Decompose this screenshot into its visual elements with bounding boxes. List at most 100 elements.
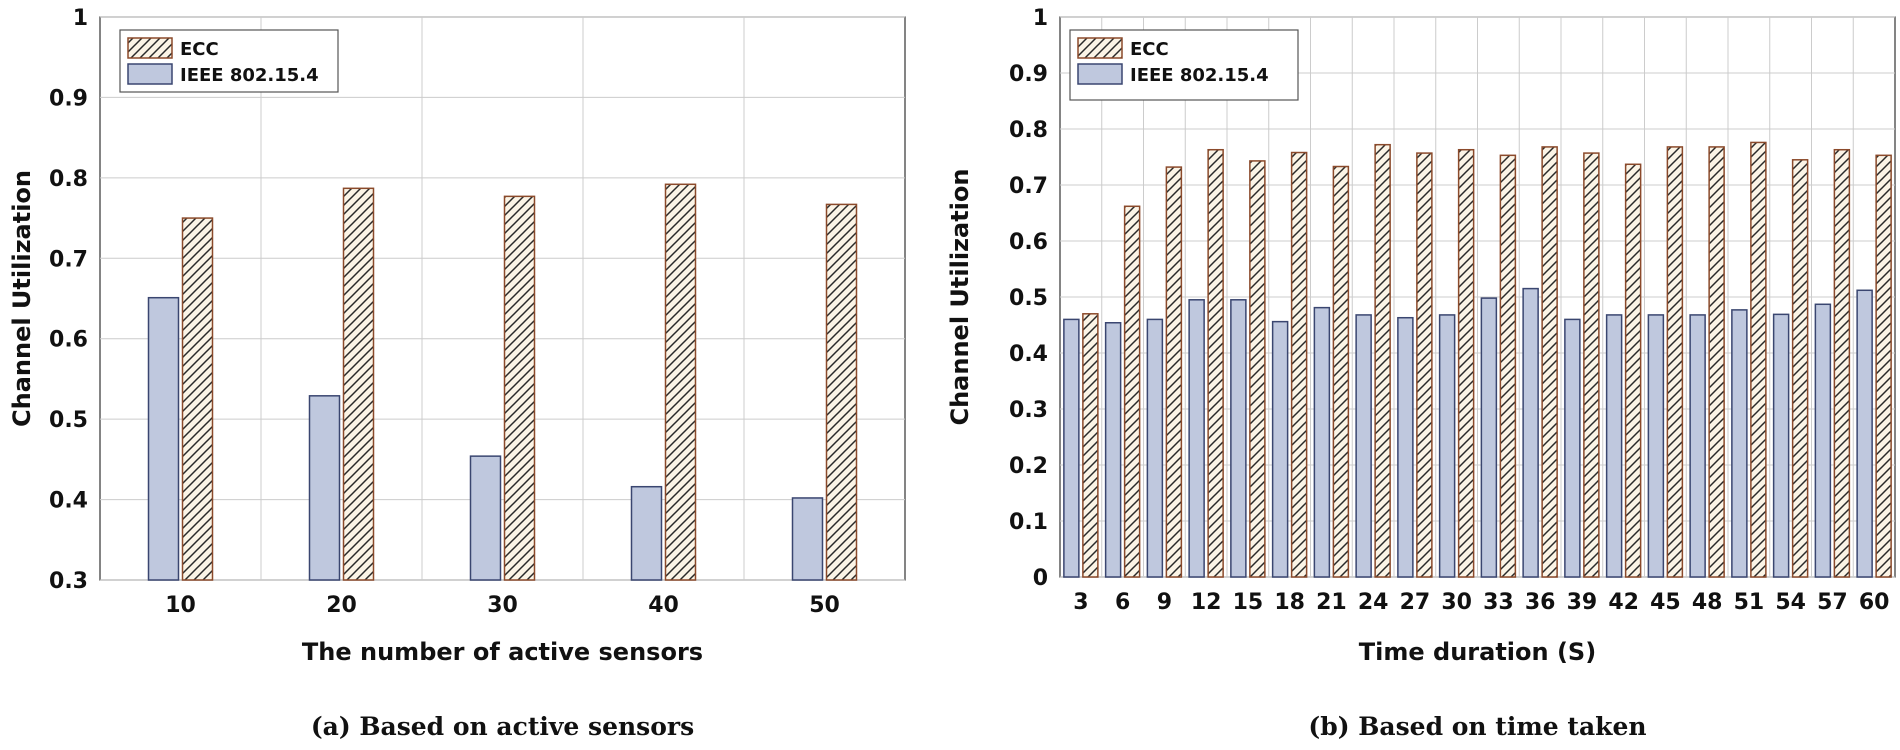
- b-x-tick-label: 6: [1115, 590, 1130, 615]
- a-bar-ieee-10: [147, 296, 180, 581]
- b-bar-ieee-51: [1731, 309, 1748, 578]
- b-bar-ieee-9: [1146, 318, 1164, 578]
- b-bar-ieee-3: [1063, 318, 1080, 578]
- b-y-tick-label: 0.4: [1009, 342, 1048, 367]
- b-x-tick-label: 60: [1859, 590, 1890, 615]
- b-bar-ieee-39: [1564, 318, 1581, 578]
- b-x-tick-label: 54: [1775, 590, 1806, 615]
- b-bar-ecc-60: [1875, 154, 1892, 578]
- b-y-tick-label: 0.3: [1009, 398, 1048, 423]
- b-bar-ecc-12: [1207, 148, 1224, 578]
- b-bar-ecc-45: [1666, 146, 1684, 578]
- b-x-tick-label: 12: [1191, 590, 1222, 615]
- b-bar-ecc-3: [1082, 313, 1099, 578]
- b-bar-ecc-33: [1499, 154, 1517, 578]
- a-y-tick-label: 0.7: [49, 247, 88, 272]
- b-bar-ieee-33: [1480, 297, 1498, 578]
- a-bar-ecc-40: [664, 183, 697, 581]
- b-x-tick-label: 36: [1525, 590, 1556, 615]
- b-y-axis-label: Channel Utilization: [946, 168, 974, 425]
- b-x-tick-label: 18: [1274, 590, 1305, 615]
- b-bar-ieee-30: [1438, 314, 1456, 578]
- a-y-tick-label: 0.4: [49, 489, 88, 514]
- a-bar-ecc-50: [825, 203, 858, 581]
- a-bar-ieee-40: [630, 485, 663, 581]
- b-y-tick-label: 0.1: [1009, 510, 1048, 535]
- a-y-tick-label: 1: [73, 6, 88, 31]
- b-bar-ieee-6: [1104, 322, 1122, 578]
- a-x-axis-label: The number of active sensors: [302, 638, 703, 666]
- a-bar-ieee-20: [308, 395, 341, 581]
- a-legend-swatch-ieee: [127, 63, 173, 85]
- b-x-tick-label: 21: [1316, 590, 1347, 615]
- b-bar-ecc-6: [1123, 205, 1141, 578]
- b-x-tick-label: 3: [1073, 590, 1088, 615]
- b-bar-ieee-36: [1522, 287, 1539, 578]
- b-legend-swatch-ieee: [1077, 63, 1123, 85]
- b-bar-ieee-12: [1188, 299, 1205, 578]
- b-y-tick-label: 0.5: [1009, 286, 1048, 311]
- b-x-tick-label: 48: [1692, 590, 1723, 615]
- b-y-tick-label: 0.2: [1009, 454, 1048, 479]
- b-y-tick-label: 0: [1033, 566, 1048, 591]
- b-caption: (b) Based on time taken: [1308, 712, 1646, 741]
- b-bar-ecc-27: [1416, 152, 1433, 578]
- b-bar-ecc-15: [1249, 160, 1266, 578]
- a-bar-ieee-30: [469, 455, 502, 581]
- b-y-tick-label: 0.6: [1009, 230, 1048, 255]
- a-x-tick-label: 30: [487, 593, 518, 618]
- b-bar-ieee-60: [1856, 289, 1873, 578]
- b-x-tick-label: 15: [1233, 590, 1264, 615]
- a-bar-ieee-50: [791, 497, 824, 581]
- b-bar-ieee-24: [1355, 314, 1372, 578]
- b-y-tick-label: 0.8: [1009, 118, 1048, 143]
- b-bar-ieee-54: [1772, 313, 1790, 578]
- a-legend-label-ecc: ECC: [180, 39, 219, 60]
- b-x-tick-label: 9: [1157, 590, 1172, 615]
- b-bar-ieee-48: [1689, 314, 1706, 578]
- chart-a-channel-utilization-by-sensors: 0.3 0.4 0.5 0.6 0.7 0.8 0.9 1 10 20 30 40 50 ECC IEEE …: [8, 6, 906, 741]
- b-x-axis-label: Time duration (S): [1359, 638, 1596, 666]
- b-bar-ecc-42: [1624, 163, 1642, 578]
- b-x-tick-label: 30: [1441, 590, 1472, 615]
- b-x-tick-label: 57: [1817, 590, 1848, 615]
- a-y-tick-label: 0.6: [49, 328, 88, 353]
- a-x-tick-label: 20: [326, 593, 357, 618]
- b-x-tick-label: 27: [1400, 590, 1431, 615]
- b-x-tick-label: 33: [1483, 590, 1514, 615]
- a-x-tick-label: 10: [165, 593, 196, 618]
- b-legend-label-ecc: ECC: [1130, 39, 1169, 60]
- b-y-tick-label: 1: [1033, 6, 1048, 31]
- b-bar-ecc-54: [1791, 159, 1809, 578]
- a-bar-ecc-30: [503, 195, 536, 581]
- b-bar-ecc-18: [1290, 151, 1308, 578]
- b-bar-ieee-21: [1313, 306, 1331, 578]
- b-bar-ecc-39: [1583, 152, 1600, 578]
- a-x-tick-label: 50: [809, 593, 840, 618]
- a-y-tick-label: 0.8: [49, 167, 88, 192]
- a-y-tick-label: 0.5: [49, 408, 88, 433]
- a-bar-ecc-10: [181, 217, 214, 581]
- a-y-tick-label: 0.9: [49, 86, 88, 111]
- b-x-tick-label: 42: [1608, 590, 1639, 615]
- b-bar-ecc-48: [1708, 146, 1725, 578]
- b-bar-ieee-57: [1814, 303, 1832, 578]
- b-x-tick-label: 45: [1650, 590, 1681, 615]
- b-bar-ecc-36: [1541, 146, 1558, 578]
- b-x-tick-label: 39: [1567, 590, 1598, 615]
- b-x-tick-label: 24: [1358, 590, 1389, 615]
- b-bar-ecc-30: [1457, 148, 1475, 578]
- b-legend-swatch-ecc: [1077, 37, 1123, 59]
- b-bar-ecc-24: [1374, 143, 1391, 578]
- a-plot-area: [99, 16, 906, 581]
- a-bar-ecc-20: [342, 187, 375, 581]
- chart-b-channel-utilization-by-time: 00.10.20.30.40.50.60.70.80.913 6 9 12 15 18 21…: [946, 6, 1896, 741]
- b-bar-ieee-27: [1397, 316, 1414, 578]
- b-legend-label-ieee: IEEE 802.15.4: [1130, 65, 1269, 86]
- b-bar-ecc-21: [1332, 165, 1350, 578]
- a-x-tick-label: 40: [648, 593, 679, 618]
- a-y-axis-label: Channel Utilization: [8, 170, 36, 427]
- a-y-tick-label: 0.3: [49, 569, 88, 594]
- b-bar-ecc-9: [1165, 166, 1183, 578]
